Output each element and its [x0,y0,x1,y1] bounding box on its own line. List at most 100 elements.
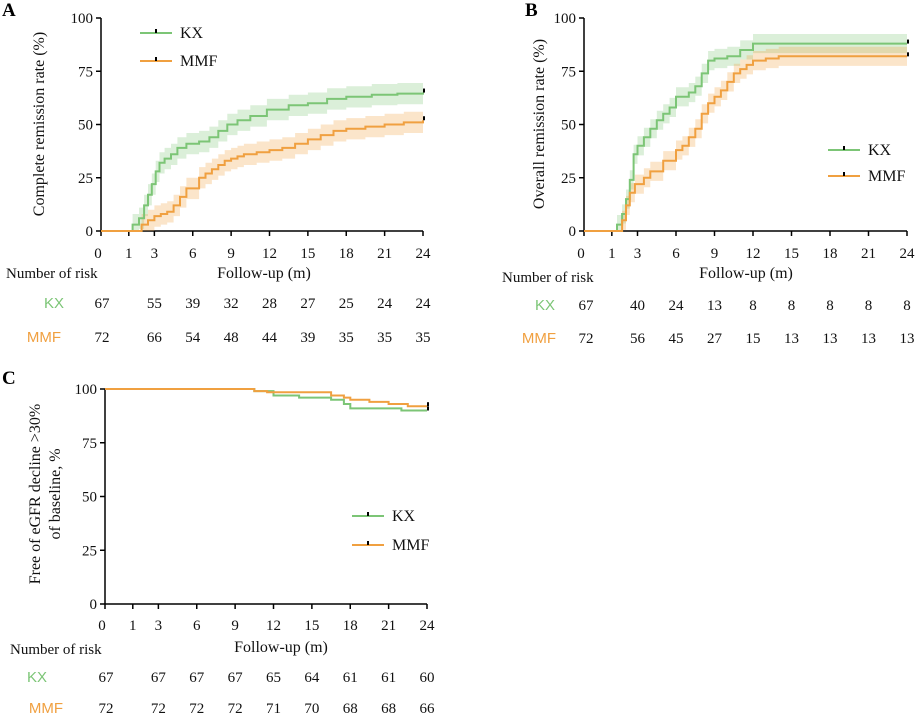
risk-row-label-kx-a: KX [44,295,64,312]
y-tick-label: 0 [90,597,98,613]
x-tick-label: 0 [94,246,102,262]
legend-mmf-label-c: MMF [392,537,429,554]
y-axis-title-a: Complete remission rate (%) [31,32,48,216]
risk-value-mmf-a: 48 [224,330,239,346]
x-tick-label: 12 [262,246,277,262]
risk-value-kx-b: 8 [788,298,796,314]
x-tick-label: 1 [125,246,133,262]
x-tick-label: 3 [155,618,163,634]
x-tick-label: 3 [634,246,642,262]
km-curve-mmf-b [584,55,907,232]
x-tick-label: 9 [711,246,719,262]
risk-value-kx-c: 67 [189,670,205,686]
y-tick-label: 50 [82,490,97,506]
risk-table-label-c: Number of risk [10,642,102,658]
risk-value-kx-c: 67 [151,670,167,686]
risk-value-kx-c: 67 [228,670,244,686]
confidence-band-mmf-a [116,109,423,231]
risk-value-mmf-a: 35 [339,330,354,346]
risk-row-label-mmf-b: MMF [522,330,556,347]
risk-value-kx-b: 40 [630,298,645,314]
x-tick-label: 18 [343,618,358,634]
risk-value-kx-a: 28 [262,296,277,312]
y-tick-label: 100 [71,11,94,27]
panel-a: A Complete remission rate (%) Follow-up … [2,0,431,346]
risk-row-label-mmf-c: MMF [29,700,63,717]
risk-value-kx-b: 8 [749,298,757,314]
risk-value-kx-b: 8 [826,298,834,314]
x-tick-label: 24 [420,618,436,634]
risk-value-mmf-c: 71 [266,701,281,717]
x-tick-label: 15 [784,246,799,262]
x-tick-label: 24 [416,246,432,262]
y-axis-title-c-line2: of baseline, % [47,448,64,539]
y-tick-label: 25 [82,543,97,559]
axes-a: 0 25 50 75 100 0 1 3 6 9 12 15 18 21 24 [71,11,432,262]
risk-value-kx-b: 8 [865,298,873,314]
risk-table-label-b: Number of risk [502,270,594,286]
risk-value-mmf-b: 56 [630,331,646,347]
panel-b: B Overall remission rate (%) Follow-up (… [502,0,915,347]
y-tick-label: 50 [78,118,93,134]
x-axis-title-a: Follow-up (m) [217,265,311,282]
panel-c: C Free of eGFR decline >30% of baseline,… [2,368,435,717]
risk-value-mmf-a: 39 [300,330,315,346]
y-tick-label: 100 [554,11,577,27]
risk-value-kx-a: 24 [416,296,432,312]
risk-value-mmf-a: 44 [262,330,278,346]
risk-value-kx-a: 24 [377,296,393,312]
x-tick-label: 9 [231,618,239,634]
y-tick-label: 100 [75,382,98,398]
risk-value-kx-b: 24 [669,298,685,314]
risk-value-kx-b: 13 [707,298,722,314]
confidence-band-kx-a [116,81,423,232]
risk-table-label-a: Number of risk [6,266,98,282]
risk-value-mmf-a: 72 [95,330,110,346]
x-tick-label: 6 [672,246,680,262]
panel-label-c: C [2,368,16,389]
risk-value-mmf-b: 13 [784,331,799,347]
risk-value-mmf-a: 35 [377,330,392,346]
confidence-band-mmf-b [599,46,907,231]
risk-value-mmf-c: 72 [189,701,204,717]
risk-value-mmf-b: 13 [900,331,915,347]
legend-kx-label: KX [180,25,204,42]
y-tick-label: 25 [561,171,576,187]
panel-label-b: B [525,0,538,21]
x-tick-label: 18 [823,246,838,262]
risk-value-mmf-b: 27 [707,331,723,347]
x-tick-label: 12 [266,618,281,634]
axes-c: 0 25 50 75 100 0 1 3 6 9 12 15 18 21 24 [75,382,436,634]
x-tick-label: 12 [746,246,761,262]
km-curve-kx-b [584,42,907,232]
km-curve-kx-c [105,388,427,412]
risk-value-mmf-b: 13 [823,331,838,347]
risk-value-kx-c: 64 [304,670,320,686]
risk-value-mmf-c: 72 [228,701,243,717]
risk-value-kx-a: 27 [300,296,316,312]
risk-value-mmf-b: 45 [669,331,684,347]
axes-b: 0 25 50 75 100 0 1 3 6 9 12 15 18 21 24 [554,11,916,262]
risk-value-mmf-c: 70 [304,701,319,717]
legend-c: KX MMF [352,508,429,554]
y-axis-title-c-line1: Free of eGFR decline >30% [27,404,44,585]
y-tick-label: 0 [569,224,577,240]
legend-b: KX MMF [828,142,905,185]
legend-a: KX MMF [140,25,217,70]
y-tick-label: 0 [86,224,94,240]
risk-value-mmf-c: 72 [99,701,114,717]
risk-value-mmf-b: 15 [746,331,761,347]
risk-value-mmf-c: 68 [381,701,396,717]
legend-mmf-label-b: MMF [868,168,905,185]
x-tick-label: 0 [98,618,106,634]
x-tick-label: 24 [900,246,916,262]
km-curve-kx-a [101,92,424,232]
y-tick-label: 75 [82,436,97,452]
risk-row-label-kx-c: KX [27,669,47,686]
risk-value-mmf-c: 72 [151,701,166,717]
risk-value-mmf-c: 66 [420,701,436,717]
risk-row-label-kx-b: KX [535,297,555,314]
y-axis-title-b: Overall remission rate (%) [531,39,548,209]
km-curve-mmf-a [101,120,424,232]
